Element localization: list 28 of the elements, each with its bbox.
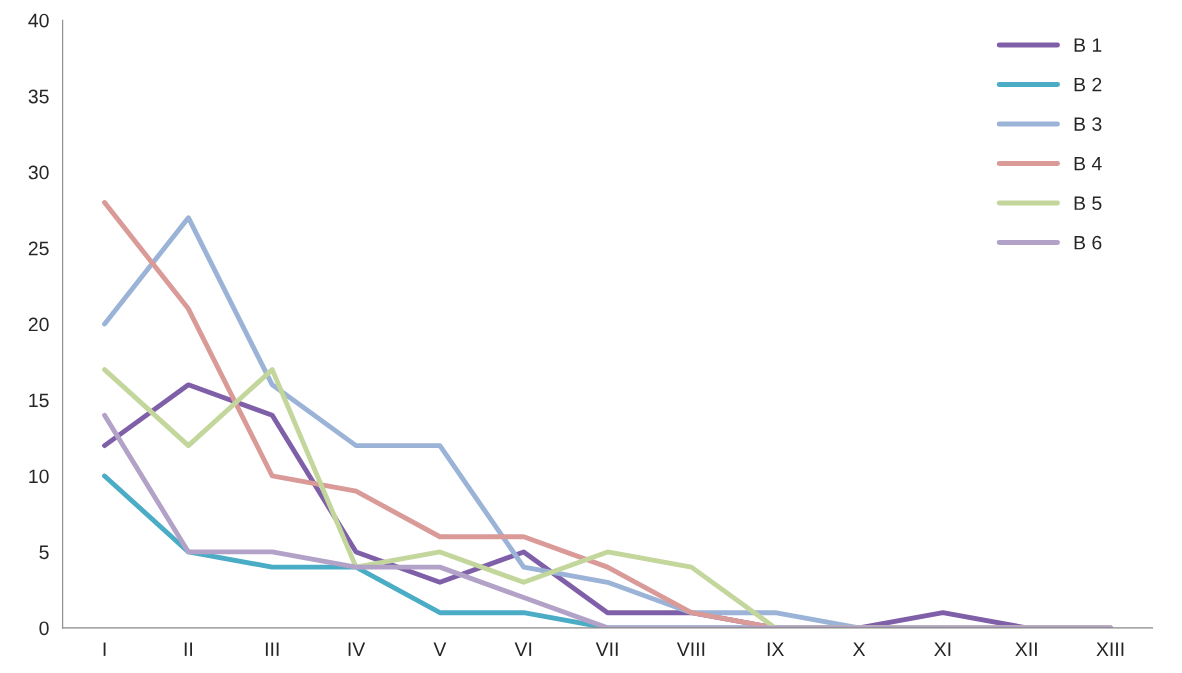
x-tick-label: XIII [1096, 642, 1124, 656]
x-tick-label: VII [595, 642, 618, 656]
x-tick-label: III [265, 642, 279, 656]
y-tick-label: 35 [28, 89, 49, 104]
y-tick-label: 10 [29, 469, 49, 484]
x-tick-label: XII [1015, 642, 1037, 656]
x-tick-label: X [852, 642, 866, 656]
x-tick-label: VIII [676, 642, 705, 656]
x-tick-label: II [184, 642, 192, 656]
y-tick-label: 15 [29, 393, 49, 408]
legend-label: B 5 [1074, 196, 1102, 211]
x-tick-label: IV [348, 642, 366, 656]
y-tick-label: 0 [39, 621, 49, 636]
y-tick-label: 25 [28, 241, 49, 256]
legend-label: B 3 [1074, 117, 1102, 131]
y-tick-label: 40 [28, 13, 49, 28]
y-tick-label: 5 [39, 545, 49, 560]
legend-label: B 4 [1074, 156, 1102, 171]
legend-label: B 6 [1074, 235, 1102, 250]
legend-label: B 2 [1074, 77, 1102, 92]
legend-label: B 1 [1074, 38, 1102, 52]
x-tick-label: V [433, 642, 447, 656]
x-tick-label: VI [514, 642, 532, 656]
x-tick-label: I [103, 642, 106, 656]
y-tick-label: 30 [28, 165, 49, 180]
x-tick-label: IX [767, 642, 784, 656]
x-tick-label: XI [934, 642, 951, 656]
y-tick-label: 20 [28, 317, 49, 332]
